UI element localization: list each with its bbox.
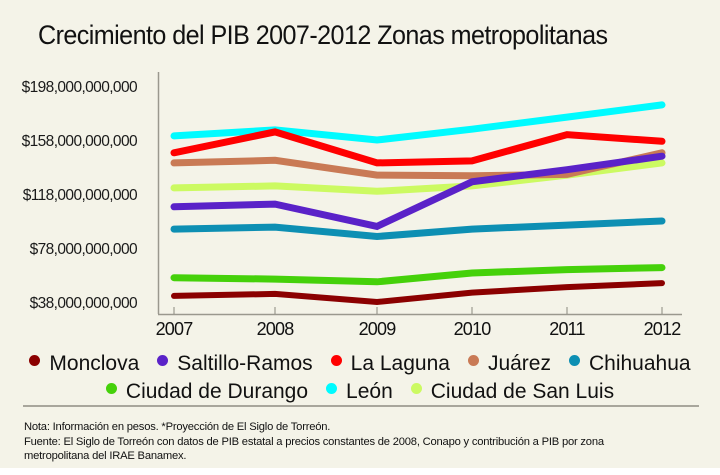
series-line-monclova bbox=[171, 280, 665, 306]
series-line-chihuahua bbox=[170, 217, 666, 241]
legend-label: Ciudad de Durango bbox=[125, 380, 309, 403]
divider bbox=[23, 405, 699, 407]
legend-item: La Laguna bbox=[330, 352, 450, 376]
legend-item: Ciudad de Durango bbox=[105, 380, 309, 404]
source-line: Fuente: El Siglo de Torreón con datos de… bbox=[24, 435, 604, 448]
series-line-le-n bbox=[170, 101, 666, 144]
x-tick-label: 2009 bbox=[359, 319, 397, 339]
legend-swatch-icon bbox=[29, 354, 41, 366]
y-tick-label: $198,000,000,000 bbox=[22, 79, 138, 96]
note-line: Nota: Información en pesos. *Proyección … bbox=[24, 421, 331, 433]
legend-label: Monclova bbox=[49, 352, 140, 375]
series-lines bbox=[170, 101, 666, 306]
x-tick-label: 2012 bbox=[644, 319, 682, 339]
legend-swatch-icon bbox=[330, 354, 342, 366]
footnotes: Nota: Información en pesos. *Proyección … bbox=[24, 420, 604, 464]
legend-item: León bbox=[326, 380, 393, 404]
legend: Monclova Saltillo-Ramos La Laguna Juárez Chi… bbox=[0, 350, 720, 406]
legend-label: Chihuahua bbox=[588, 352, 691, 375]
legend-label: La Laguna bbox=[350, 352, 450, 375]
legend-swatch-icon bbox=[326, 382, 338, 394]
series-line-saltillo-ramos bbox=[170, 152, 666, 231]
x-tick-label: 2007 bbox=[156, 319, 194, 339]
legend-item: Ciudad de San Luis bbox=[410, 380, 615, 404]
source-line-cont: metropolitana del IRAE Banamex. bbox=[24, 450, 187, 462]
legend-label: Saltillo-Ramos bbox=[177, 352, 313, 375]
legend-row-2: Ciudad de Durango León Ciudad de San Luis bbox=[0, 378, 720, 406]
legend-item: Chihuahua bbox=[568, 352, 691, 376]
y-tick-label: $78,000,000,000 bbox=[30, 241, 138, 258]
x-tick-label: 2010 bbox=[454, 319, 492, 339]
legend-item: Monclova bbox=[29, 352, 139, 376]
legend-label: Ciudad de San Luis bbox=[430, 380, 615, 403]
legend-item: Saltillo-Ramos bbox=[157, 352, 313, 376]
legend-swatch-icon bbox=[157, 354, 169, 366]
x-axis-ticks: 2007 2008 2009 2010 2011 2012 bbox=[156, 307, 682, 339]
y-tick-label: $158,000,000,000 bbox=[22, 133, 138, 150]
legend-row-1: Monclova Saltillo-Ramos La Laguna Juárez Chi… bbox=[0, 350, 720, 378]
series-line-ciudad-de-durango bbox=[170, 264, 666, 286]
x-tick-label: 2011 bbox=[549, 319, 585, 339]
legend-swatch-icon bbox=[467, 354, 479, 366]
legend-swatch-icon bbox=[105, 382, 117, 394]
legend-label: Juárez bbox=[487, 352, 551, 375]
x-tick-label: 2008 bbox=[257, 319, 295, 339]
y-tick-label: $38,000,000,000 bbox=[30, 295, 138, 312]
line-chart: $38,000,000,000 $78,000,000,000 $118,000,0… bbox=[22, 72, 682, 339]
legend-swatch-icon bbox=[568, 354, 580, 366]
series-line-la-laguna bbox=[170, 128, 666, 167]
legend-swatch-icon bbox=[410, 382, 422, 394]
chart-title: Crecimiento del PIB 2007-2012 Zonas metr… bbox=[38, 20, 608, 50]
y-axis-labels: $38,000,000,000 $78,000,000,000 $118,000,0… bbox=[22, 79, 139, 312]
legend-item: Juárez bbox=[467, 352, 551, 376]
legend-label: León bbox=[346, 380, 393, 403]
y-tick-label: $118,000,000,000 bbox=[23, 187, 138, 204]
